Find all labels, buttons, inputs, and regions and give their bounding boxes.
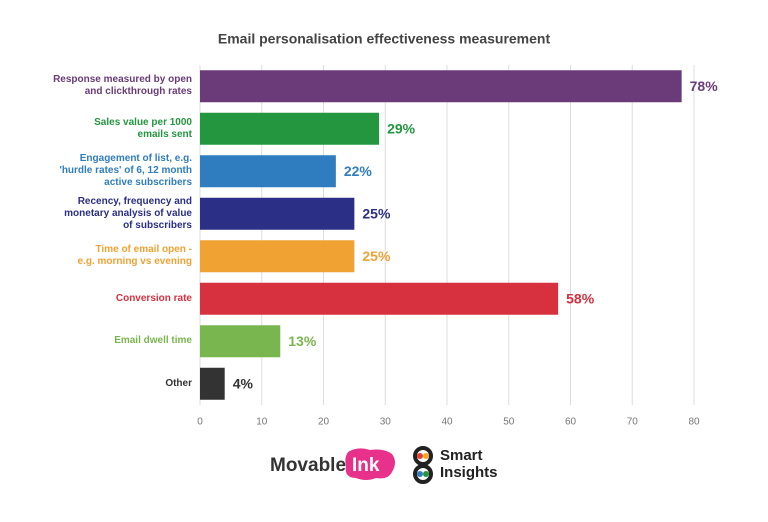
bar [200, 240, 355, 273]
y-tick-label: Engagement of list, e.g. 'hurdle rates' … [59, 153, 192, 189]
brand-text: Movable [270, 455, 346, 476]
x-tick-label: 20 [318, 417, 330, 428]
bar [200, 197, 355, 230]
value-label: 22% [344, 163, 373, 179]
value-label: 4% [233, 375, 254, 391]
brand-text: Insights [440, 464, 498, 481]
bar [200, 282, 559, 315]
bar [200, 325, 281, 358]
x-tick-label: 0 [197, 417, 203, 428]
y-tick-label: Email dwell time [114, 335, 192, 347]
logo-smart-insights: Smart Insights [413, 446, 498, 484]
x-tick-label: 30 [380, 417, 392, 428]
brand-blob [345, 448, 395, 480]
value-label: 25% [362, 205, 391, 221]
brand-text: Smart [440, 447, 483, 464]
value-label: 29% [387, 120, 416, 136]
logo-icon [413, 464, 433, 484]
bar [200, 155, 336, 188]
x-tick-label: 80 [688, 417, 700, 428]
value-label: 78% [690, 78, 719, 94]
x-tick-label: 40 [441, 417, 453, 428]
x-tick-label: 60 [565, 417, 577, 428]
y-tick-label: Other [165, 377, 192, 389]
x-tick-label: 70 [627, 417, 639, 428]
bar [200, 112, 380, 145]
chart-title: Email personalisation effectiveness meas… [218, 31, 551, 47]
logo-movable-ink: Movable Ink [270, 448, 395, 480]
y-tick-label: Sales value per 1000 emails sent [94, 116, 192, 140]
x-tick-label: 50 [503, 417, 515, 428]
value-label: 58% [566, 290, 595, 306]
y-tick-label: Response measured by open and clickthrou… [53, 74, 192, 98]
logo-dot [417, 453, 423, 459]
value-label: 25% [362, 248, 391, 264]
logo-dot [423, 471, 429, 477]
y-tick-label: Time of email open - e.g. morning vs eve… [77, 244, 192, 268]
brand-tag: Ink [352, 455, 380, 476]
y-tick-label: Conversion rate [115, 292, 192, 304]
value-label: 13% [288, 333, 317, 349]
bar [200, 367, 225, 400]
logo-dot [417, 471, 423, 477]
x-tick-label: 10 [256, 417, 268, 428]
bar [200, 70, 682, 103]
y-tick-label: Recency, frequency and monetary analysis… [64, 195, 192, 231]
logo-dot [423, 453, 429, 459]
